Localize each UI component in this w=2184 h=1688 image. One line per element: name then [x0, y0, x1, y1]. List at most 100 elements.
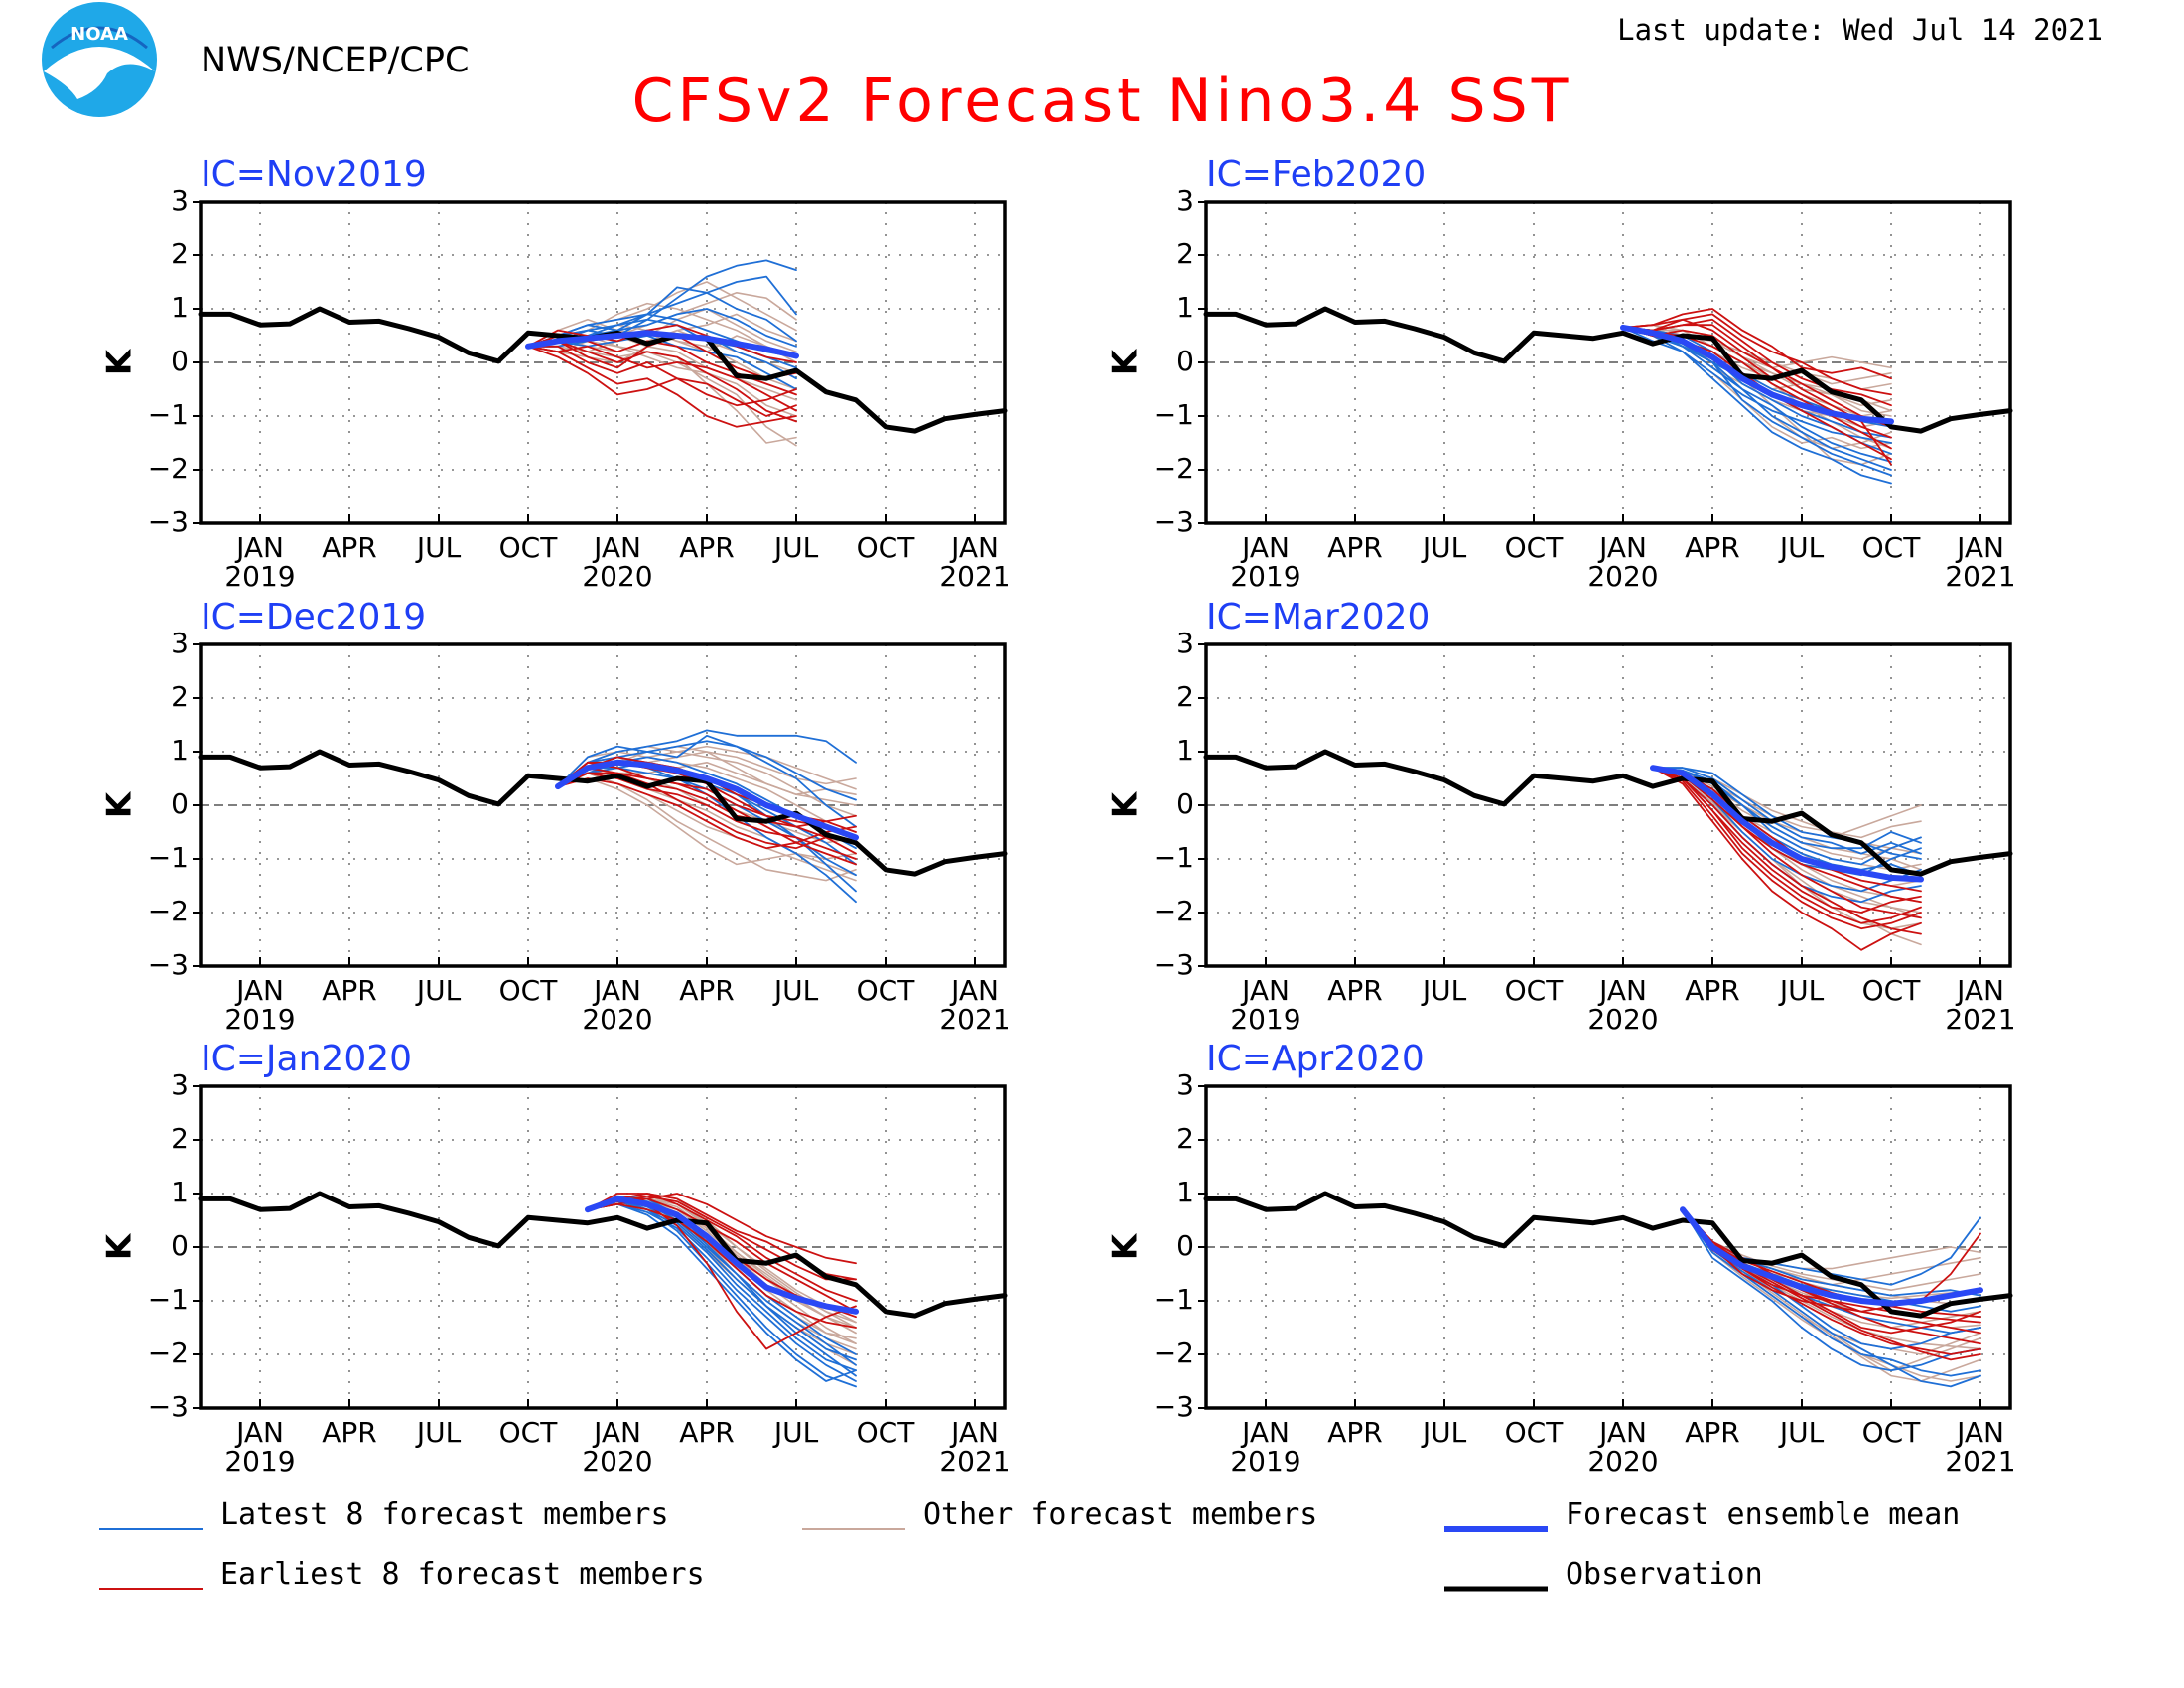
y-axis-label: K [1106, 348, 1146, 375]
latest-member-line [557, 729, 857, 787]
y-tick-label: 1 [1176, 1176, 1194, 1208]
x-tick-label: APR [322, 1416, 377, 1449]
earliest-member-line [527, 345, 797, 428]
legend-label: Earliest 8 forecast members [220, 1557, 705, 1592]
x-tick-label: OCT [857, 974, 916, 1007]
panel-title: IC=Mar2020 [1206, 597, 1430, 637]
latest-member-line [1652, 767, 1922, 860]
observation-line [198, 1191, 1008, 1319]
observation-line [1203, 306, 2013, 434]
y-tick-label: −3 [1154, 1390, 1194, 1423]
legend: Latest 8 forecast members Other forecast … [99, 1497, 1960, 1592]
earliest-member-line [1682, 1208, 1981, 1335]
y-tick-label: −1 [148, 841, 189, 874]
earliest-member-line [557, 767, 857, 828]
y-tick-label: −2 [148, 1336, 189, 1369]
legend-label: Observation [1566, 1557, 1763, 1592]
y-tick-label: 0 [1176, 787, 1194, 820]
latest-member-line [1622, 326, 1892, 485]
earliest-member-line [1622, 318, 1892, 428]
x-tick-year-label: 2019 [224, 1445, 295, 1477]
plot-frame [1204, 1084, 2012, 1410]
earliest-member-line [557, 777, 857, 850]
x-tick-label: JAN [1955, 531, 2004, 564]
x-tick-label: OCT [1505, 1416, 1565, 1449]
y-tick-label: 2 [171, 1122, 189, 1155]
y-axis-label: K [1106, 1232, 1146, 1260]
x-tick-label: JAN [592, 1416, 641, 1449]
ensemble-mean-line [555, 759, 859, 841]
ensemble-mean-line [1620, 324, 1894, 425]
earliest-member-line [1652, 767, 1922, 930]
latest-member-line [527, 286, 797, 348]
observation-line [1203, 1191, 2013, 1319]
x-tick-label: JUL [772, 1416, 819, 1449]
x-tick-label: APR [1685, 531, 1740, 564]
ensemble-mean-line [1650, 765, 1924, 883]
y-tick-label: 1 [1176, 734, 1194, 767]
y-tick-label: 0 [1176, 1229, 1194, 1262]
y-tick-label: 3 [171, 1068, 189, 1101]
panel-title: IC=Jan2020 [201, 1039, 412, 1079]
earliest-member-line [527, 345, 797, 412]
earliest-member-line [1622, 313, 1892, 396]
earliest-member-line [1652, 767, 1922, 904]
y-tick-label: −3 [148, 1390, 189, 1423]
y-axis-label: K [100, 790, 140, 818]
x-tick-label: JAN [1597, 974, 1647, 1007]
y-tick-label: 0 [171, 345, 189, 377]
x-tick-label: JUL [415, 974, 462, 1007]
x-tick-label: JUL [1778, 531, 1825, 564]
x-tick-label: JAN [1240, 1416, 1290, 1449]
plot-frame [199, 1084, 1007, 1410]
latest-member-line [1682, 1208, 1981, 1372]
x-tick-year-label: 2020 [582, 1003, 652, 1036]
x-tick-label: JAN [1597, 1416, 1647, 1449]
y-tick-label: −2 [1154, 895, 1194, 927]
panel-title: IC=Apr2020 [1206, 1039, 1425, 1079]
panel-title: IC=Feb2020 [1206, 154, 1426, 195]
x-tick-label: APR [679, 974, 735, 1007]
x-tick-year-label: 2021 [1945, 1003, 2015, 1036]
x-tick-label: JAN [592, 974, 641, 1007]
earliest-member-line [1682, 1208, 1981, 1313]
x-tick-label: JUL [415, 1416, 462, 1449]
plot-frame [1204, 642, 2012, 968]
y-axis-label: K [100, 348, 140, 375]
x-tick-label: OCT [1862, 531, 1922, 564]
earliest-member-line [527, 345, 797, 417]
y-tick-label: −1 [1154, 398, 1194, 431]
legend-label: Forecast ensemble mean [1566, 1497, 1960, 1532]
x-tick-year-label: 2020 [1587, 1445, 1658, 1477]
y-tick-label: 2 [1176, 680, 1194, 713]
x-tick-label: JAN [949, 974, 999, 1007]
x-tick-label: JAN [1955, 974, 2004, 1007]
noaa-logo-text: NOAA [70, 24, 128, 45]
other-member-line [557, 777, 857, 877]
y-tick-label: −1 [148, 1283, 189, 1316]
latest-member-line [557, 734, 857, 828]
x-tick-label: JAN [234, 531, 284, 564]
x-tick-year-label: 2020 [1587, 1003, 1658, 1036]
plot-frame [199, 200, 1007, 525]
y-tick-label: −1 [1154, 841, 1194, 874]
x-tick-label: APR [1685, 1416, 1740, 1449]
x-tick-label: APR [1327, 1416, 1383, 1449]
earliest-member-line [527, 345, 797, 407]
latest-member-line [587, 1200, 857, 1372]
x-tick-label: JAN [1240, 531, 1290, 564]
page-title: CFSv2 Forecast Nino3.4 SST [632, 67, 1572, 136]
x-tick-year-label: 2020 [1587, 560, 1658, 593]
x-tick-label: APR [1685, 974, 1740, 1007]
y-tick-label: −2 [148, 452, 189, 485]
x-tick-label: OCT [1862, 1416, 1922, 1449]
panel-title: IC=Nov2019 [201, 154, 427, 195]
plot-frame [199, 642, 1007, 968]
earliest-member-line [527, 324, 797, 363]
